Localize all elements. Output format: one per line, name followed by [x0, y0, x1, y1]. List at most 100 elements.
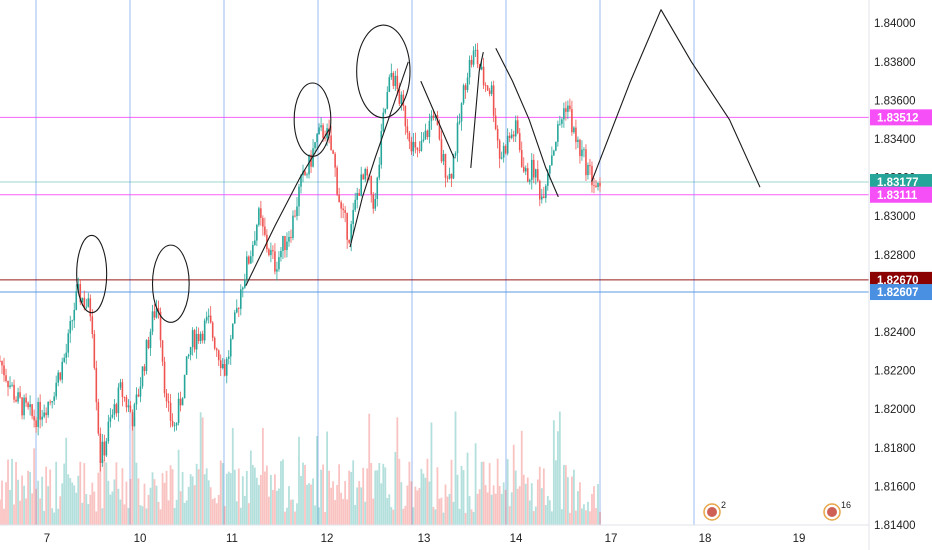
volume-bar [589, 511, 591, 525]
volume-bar [227, 471, 230, 525]
volume-bar [101, 508, 104, 525]
level-tag-bg [870, 284, 932, 301]
candle-body [547, 173, 549, 186]
volume-bar [564, 465, 567, 525]
candle-body [59, 372, 62, 380]
volume-bar [330, 487, 333, 525]
event-badges[interactable]: 2 16 [703, 500, 851, 521]
volume-bar [370, 462, 373, 525]
level-tag-bg [870, 186, 932, 203]
volume-bar [542, 468, 545, 525]
volume-bar [284, 511, 286, 525]
volume-bar [179, 491, 182, 525]
drawn-trendline[interactable] [591, 9, 761, 188]
candle-body [27, 402, 29, 408]
volume-bar [0, 499, 1, 525]
volume-bar [362, 467, 365, 525]
volume-bar [420, 468, 423, 525]
level-tag-bg [870, 271, 932, 288]
volume-bar [587, 501, 589, 525]
volume-bar [247, 503, 250, 525]
level-tag-label: 1.82607 [877, 287, 919, 299]
candle-body [348, 239, 350, 243]
candle-body [254, 240, 256, 245]
candle-body [336, 167, 338, 195]
volume-bar [127, 507, 130, 525]
volume-bar [286, 507, 288, 525]
trendline-drawings[interactable] [76, 9, 761, 323]
candle-body [338, 194, 340, 203]
drawn-ellipse[interactable] [356, 24, 411, 119]
candle-body [522, 166, 525, 172]
volume-bar [157, 501, 160, 525]
volume-bar [292, 499, 294, 525]
volume-bar [342, 499, 345, 525]
candle-body [17, 392, 19, 402]
drawn-trendline[interactable] [349, 61, 409, 248]
volume-bar [404, 505, 407, 525]
volume-bar [213, 497, 216, 525]
candle-body [215, 348, 218, 351]
candle-body [161, 340, 164, 362]
candle-body [63, 357, 66, 362]
volume-bar [392, 509, 395, 525]
candle-body [528, 179, 531, 182]
event-count-label: 16 [841, 500, 851, 510]
volume-bar [346, 499, 349, 525]
volume-bar [49, 469, 52, 525]
candle-body [237, 308, 240, 309]
volume-bar [384, 467, 387, 525]
drawn-trendline[interactable] [470, 51, 484, 168]
volume-bar [69, 478, 72, 525]
candle-body [478, 64, 481, 70]
drawn-ellipse[interactable] [76, 234, 108, 314]
candle-body [392, 72, 395, 86]
candle-body [386, 91, 389, 109]
candle-body [312, 148, 314, 167]
event-count-label: 2 [721, 500, 726, 510]
volume-bar [259, 474, 262, 525]
time-axis[interactable]: 7 10 11 12 13 14 17 18 19 [44, 533, 806, 545]
volume-bar [33, 448, 36, 525]
volume-bar [25, 498, 27, 525]
volume-bar [382, 463, 385, 525]
volume-bar [436, 467, 439, 525]
candle-body [65, 352, 68, 358]
volume-bar [265, 465, 268, 525]
volume-bar [450, 459, 453, 525]
volume-bar [388, 494, 391, 525]
drawn-trendline[interactable] [420, 80, 455, 159]
candle-body [322, 125, 324, 138]
candle-body [534, 169, 537, 178]
volume-bar [522, 474, 525, 525]
candle-body [83, 297, 86, 308]
volume-bar [99, 460, 102, 525]
candle-body [567, 105, 569, 112]
volume-bar [263, 471, 266, 525]
volume-bar [29, 471, 32, 525]
candle-body [434, 114, 437, 118]
candle-body [328, 128, 330, 136]
candle-body [476, 49, 479, 65]
candle-body [145, 340, 148, 372]
drawn-trendline[interactable] [495, 48, 559, 198]
candle-body [422, 139, 425, 141]
volume-bar [546, 495, 549, 525]
candle-body [563, 108, 565, 120]
candle-body [320, 125, 322, 128]
drawn-trendline[interactable] [245, 129, 330, 286]
volume-bar [478, 489, 481, 525]
candle-body [380, 131, 383, 165]
candle-body [394, 75, 397, 86]
candle-body [512, 134, 515, 137]
candle-body [561, 119, 563, 124]
drawn-ellipse[interactable] [151, 244, 190, 323]
volume-bar [59, 496, 62, 525]
volume-bar [314, 505, 316, 525]
candle-body [131, 412, 134, 427]
candle-body [205, 316, 208, 321]
volume-bar [350, 471, 353, 525]
volume-bar [39, 498, 42, 525]
